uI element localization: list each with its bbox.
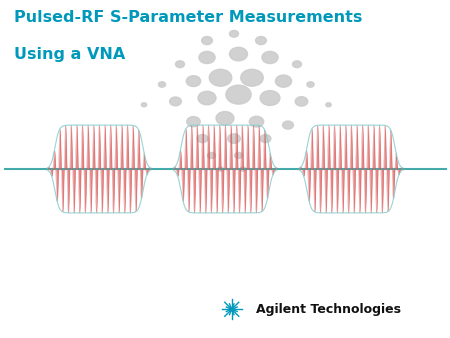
Circle shape <box>260 135 271 143</box>
Circle shape <box>199 51 215 64</box>
Circle shape <box>186 76 201 87</box>
Circle shape <box>230 47 248 61</box>
Circle shape <box>292 61 302 68</box>
Circle shape <box>207 152 216 159</box>
Circle shape <box>326 103 331 107</box>
Circle shape <box>202 37 212 45</box>
Circle shape <box>230 308 234 311</box>
Circle shape <box>307 82 314 87</box>
Circle shape <box>158 82 166 87</box>
Text: Pulsed-RF S-Parameter Measurements: Pulsed-RF S-Parameter Measurements <box>14 10 362 25</box>
Circle shape <box>256 37 266 45</box>
Circle shape <box>226 85 251 104</box>
Circle shape <box>241 69 263 86</box>
Circle shape <box>260 91 280 105</box>
Circle shape <box>249 116 264 127</box>
Circle shape <box>283 121 293 129</box>
Circle shape <box>170 97 181 106</box>
Circle shape <box>240 167 246 171</box>
Text: Using a VNA: Using a VNA <box>14 47 125 62</box>
Circle shape <box>295 97 308 106</box>
Circle shape <box>198 91 216 105</box>
Circle shape <box>141 103 147 107</box>
Circle shape <box>218 167 223 171</box>
Circle shape <box>197 135 208 143</box>
Circle shape <box>275 75 292 87</box>
Circle shape <box>209 69 232 86</box>
Circle shape <box>228 134 240 143</box>
Circle shape <box>187 117 200 127</box>
Circle shape <box>262 51 278 64</box>
Text: Agilent Technologies: Agilent Technologies <box>256 303 401 316</box>
Circle shape <box>176 61 184 68</box>
Circle shape <box>216 112 234 125</box>
Circle shape <box>234 152 243 159</box>
Circle shape <box>230 30 238 37</box>
